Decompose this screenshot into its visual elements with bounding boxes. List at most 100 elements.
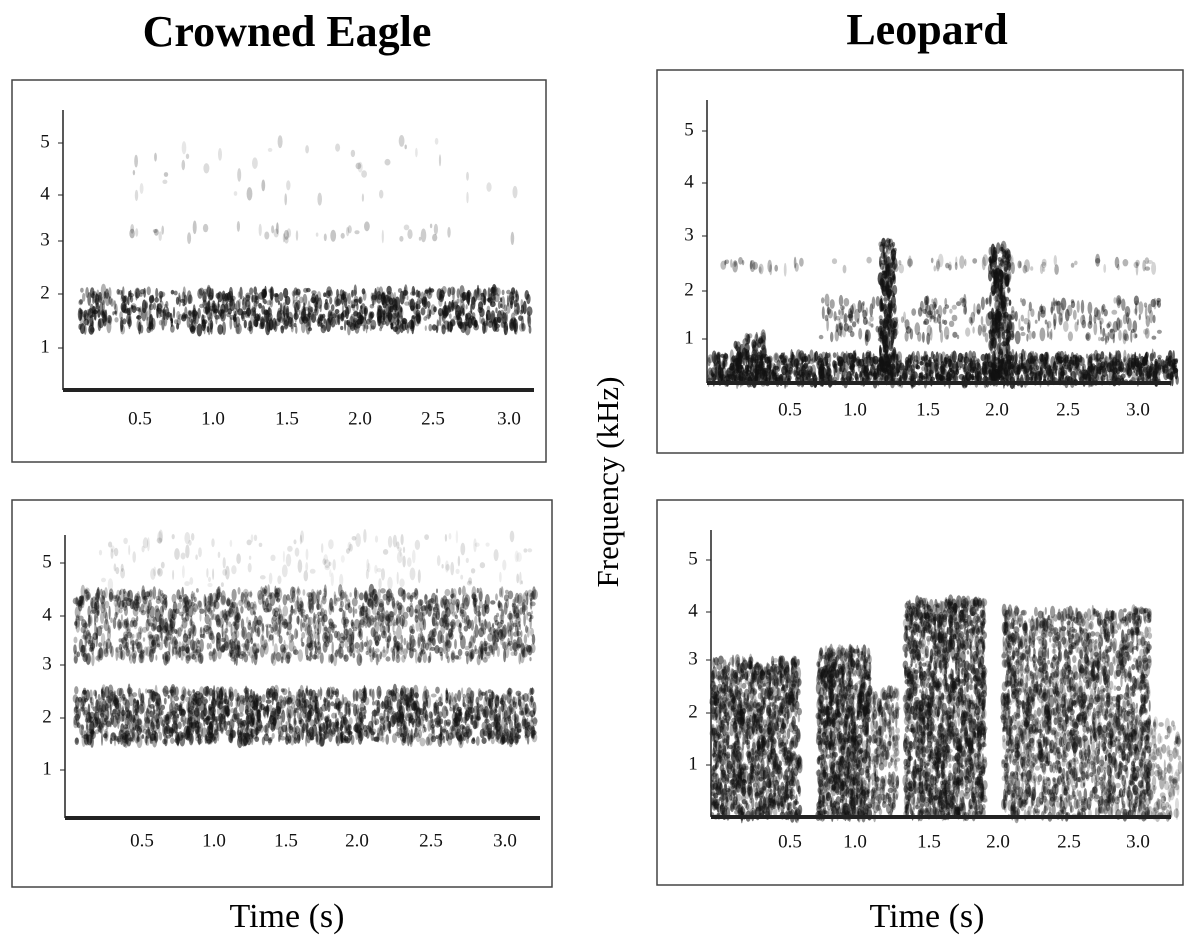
sound-energy — [283, 312, 290, 327]
sound-energy — [391, 648, 396, 662]
sound-energy — [319, 617, 323, 622]
sound-energy — [456, 298, 460, 304]
sound-energy — [402, 611, 409, 620]
sound-energy — [211, 538, 215, 548]
sound-energy — [521, 599, 527, 613]
sound-energy — [248, 320, 253, 329]
sound-energy — [303, 570, 309, 582]
sound-energy — [470, 319, 477, 325]
sound-energy — [527, 314, 532, 328]
sound-energy — [85, 287, 89, 298]
sound-energy — [392, 712, 397, 725]
sound-energy — [340, 555, 345, 563]
sound-energy — [503, 709, 508, 720]
sound-energy — [145, 310, 149, 321]
sound-energy — [311, 290, 317, 295]
sound-energy — [154, 152, 157, 162]
sound-energy — [362, 324, 366, 332]
sound-energy — [100, 601, 106, 614]
sound-energy — [110, 298, 114, 307]
sound-energy — [192, 625, 197, 637]
sound-energy — [494, 629, 500, 639]
sound-energy — [256, 314, 261, 321]
sound-energy — [245, 294, 251, 301]
sound-energy — [307, 592, 314, 602]
sound-energy — [206, 326, 210, 333]
sound-energy — [128, 692, 134, 707]
sound-energy — [185, 696, 191, 703]
sound-energy — [277, 726, 284, 737]
sound-energy — [410, 291, 416, 296]
sound-energy — [330, 311, 332, 317]
sound-energy — [161, 316, 165, 331]
sound-energy — [191, 697, 196, 705]
sound-energy — [396, 551, 403, 564]
sound-energy — [423, 685, 428, 700]
sound-energy — [245, 725, 249, 733]
sound-energy — [288, 639, 295, 652]
sound-energy — [378, 286, 384, 297]
sound-energy — [289, 586, 296, 599]
sound-energy — [241, 299, 245, 306]
y-tick-label: 2 — [42, 706, 52, 727]
sound-energy — [245, 299, 251, 311]
sound-energy — [122, 318, 127, 325]
sound-energy — [526, 306, 533, 316]
sound-energy — [427, 306, 431, 320]
sound-energy — [484, 708, 489, 723]
sound-energy — [322, 614, 328, 623]
sound-energy — [483, 322, 488, 333]
sound-energy — [371, 647, 375, 660]
sound-energy — [132, 639, 135, 652]
sound-energy — [271, 225, 275, 234]
sound-energy — [377, 316, 381, 327]
sound-energy — [308, 690, 313, 701]
sound-energy — [1157, 364, 1164, 370]
sound-energy — [104, 730, 108, 740]
sound-energy — [442, 728, 447, 733]
sound-energy — [93, 689, 97, 697]
sound-energy — [371, 688, 375, 702]
sound-energy — [193, 313, 197, 325]
sound-energy — [141, 545, 145, 553]
sound-energy — [319, 304, 322, 313]
sound-energy — [199, 627, 203, 639]
sound-energy — [180, 552, 186, 560]
sound-energy — [315, 731, 321, 745]
sound-energy — [417, 569, 421, 584]
sound-energy — [520, 304, 525, 314]
sound-energy — [446, 709, 449, 717]
sound-energy — [194, 656, 198, 663]
sound-energy — [208, 626, 212, 631]
sound-energy — [455, 530, 459, 544]
sound-energy — [339, 731, 344, 739]
sound-energy — [230, 701, 233, 708]
sound-energy — [402, 318, 408, 325]
sound-energy — [507, 612, 513, 620]
sound-energy — [112, 595, 118, 602]
sound-energy — [470, 648, 475, 660]
sound-energy — [336, 597, 341, 602]
sound-energy — [229, 718, 234, 733]
sound-energy — [151, 616, 156, 622]
sound-energy — [117, 650, 124, 659]
sound-energy — [518, 323, 525, 332]
sound-energy — [387, 312, 393, 321]
sound-energy — [245, 292, 251, 299]
sound-energy — [211, 602, 214, 607]
sound-energy — [136, 615, 139, 622]
sound-energy — [360, 692, 367, 698]
sound-energy — [95, 716, 101, 728]
sound-energy — [460, 635, 466, 650]
sound-energy — [112, 708, 118, 715]
sound-energy — [152, 302, 157, 311]
sound-energy — [233, 688, 238, 698]
sound-energy — [395, 319, 402, 330]
sound-energy — [391, 310, 395, 324]
sound-energy — [242, 626, 247, 640]
sound-energy — [252, 610, 256, 615]
sound-energy — [209, 642, 212, 650]
sound-energy — [174, 608, 180, 614]
sound-energy — [244, 704, 249, 715]
sound-energy — [402, 698, 406, 706]
